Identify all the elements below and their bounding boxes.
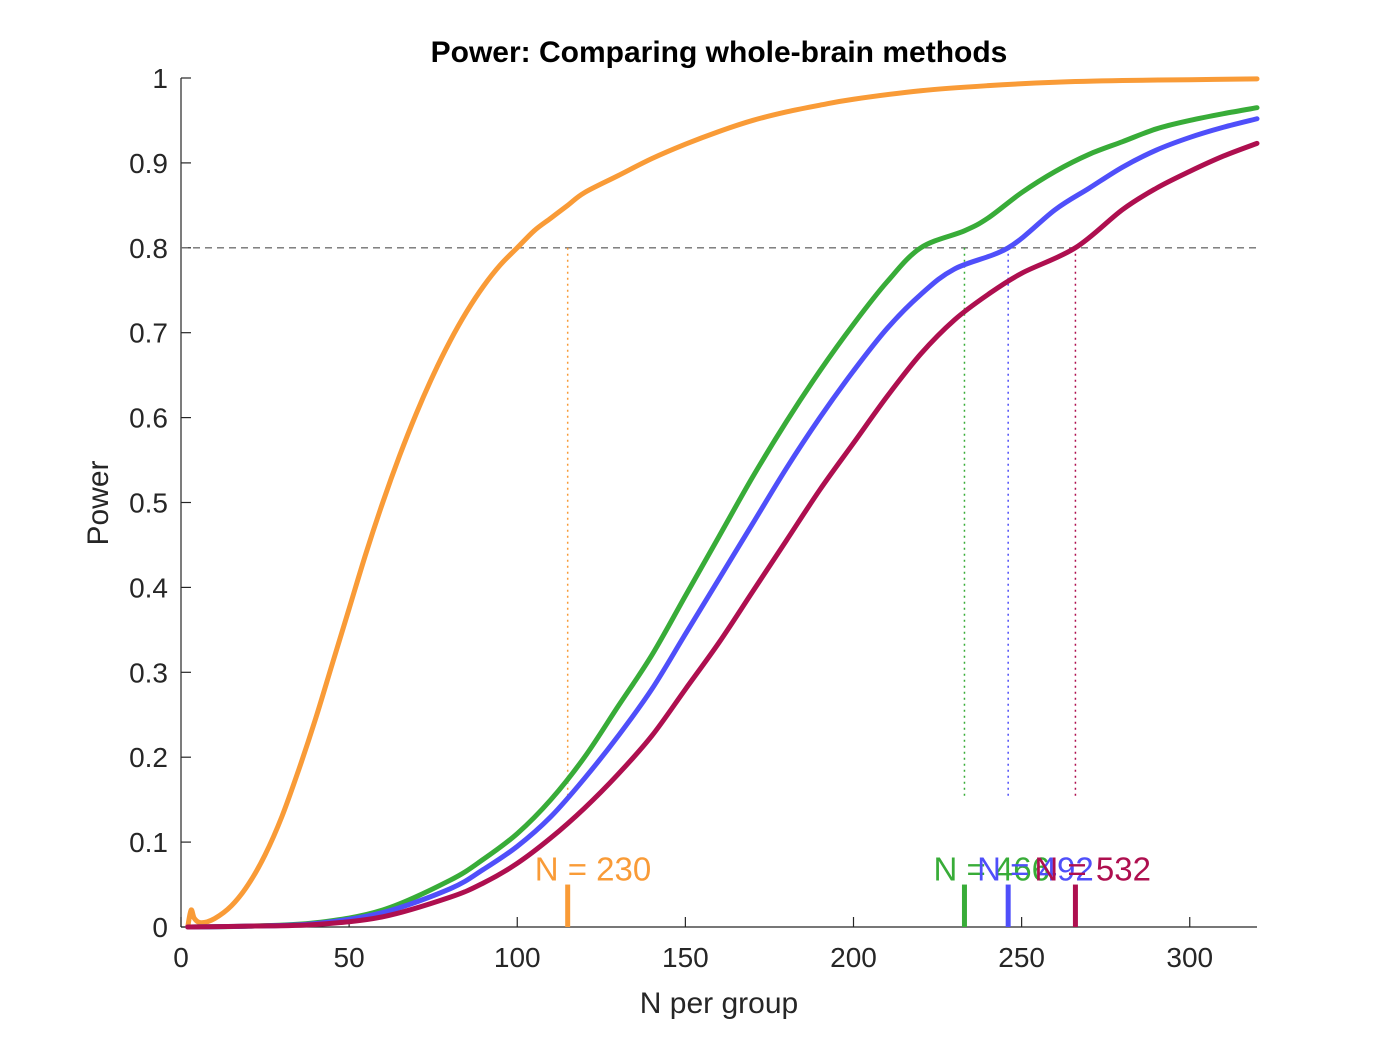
plot-area: 0 50 100 150 200 250 300 0 0.1 0.2 0.3 0.4 0.5 0.6 0.7… — [129, 63, 1260, 973]
x-tick-label: 0 — [173, 942, 189, 973]
series-line — [185, 105, 1260, 930]
series-line — [185, 76, 1260, 930]
x-tick-label: 250 — [998, 942, 1045, 973]
y-tick-label: 1 — [152, 63, 168, 94]
y-tick-label: 0.8 — [129, 233, 168, 264]
y-tick-label: 0.7 — [129, 318, 168, 349]
n-marker-label: N = 492 — [977, 851, 1094, 888]
n-marker-label: N = 532 — [1034, 851, 1151, 888]
y-tick-label: 0.2 — [129, 742, 168, 773]
y-tick-label: 0.6 — [129, 403, 168, 434]
n-marker-label: N = 466 — [933, 851, 1050, 888]
chart-title: Power: Comparing whole-brain methods — [431, 36, 1008, 69]
series-line — [185, 140, 1260, 930]
y-tick-label: 0.1 — [129, 827, 168, 858]
x-axis-label: N per group — [640, 987, 798, 1020]
x-tick-label: 200 — [830, 942, 877, 973]
y-tick-label: 0 — [152, 912, 168, 943]
x-tick-label: 100 — [494, 942, 541, 973]
y-tick-label: 0.5 — [129, 488, 168, 519]
x-tick-label: 50 — [334, 942, 365, 973]
n-marker-label: N = 230 — [535, 851, 652, 888]
x-tick-label: 300 — [1166, 942, 1213, 973]
x-tick-label: 150 — [662, 942, 709, 973]
y-tick-label: 0.9 — [129, 148, 168, 179]
series-line — [185, 116, 1260, 930]
y-tick-label: 0.3 — [129, 657, 168, 688]
y-tick-label: 0.4 — [129, 572, 168, 603]
y-axis-label: Power — [82, 460, 115, 545]
